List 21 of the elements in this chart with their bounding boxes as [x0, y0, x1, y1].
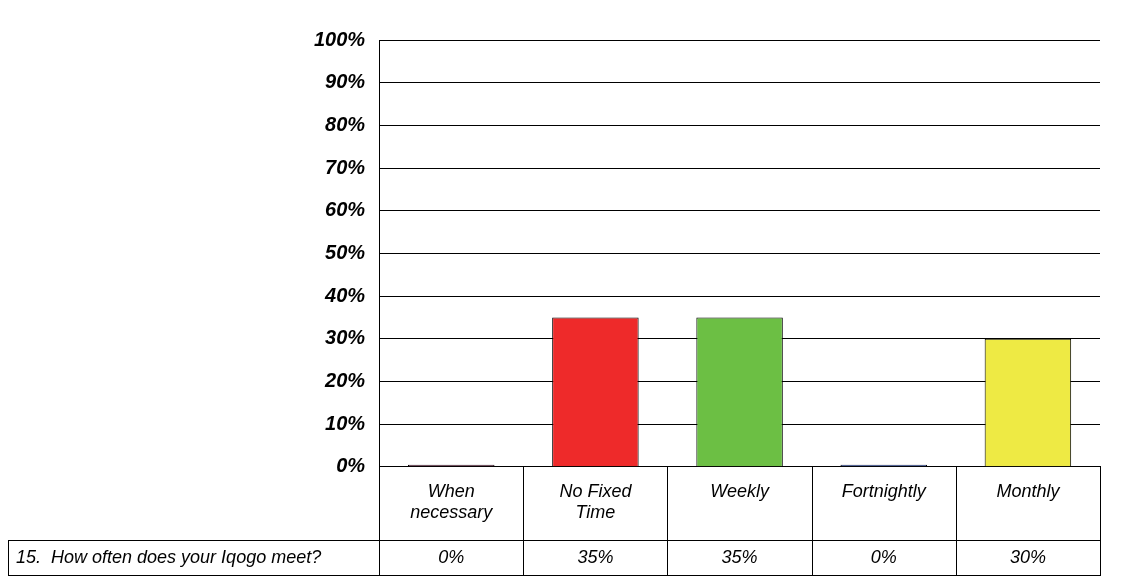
y-tick-label: 100% [314, 27, 366, 50]
text: 0% [870, 547, 897, 567]
y-tick-label: 0% [336, 454, 366, 477]
text: 30% [1009, 547, 1046, 567]
x-tick-label: When necessary [410, 480, 494, 523]
x-tick-label: No Fixed Time [559, 480, 633, 523]
y-tick-label: 90% [325, 70, 366, 93]
y-tick-label: 20% [324, 368, 366, 391]
text: 0% [438, 547, 465, 567]
x-tick-label: Weekly [710, 480, 770, 501]
y-tick-label: 50% [325, 240, 366, 263]
y-tick-label: 30% [325, 326, 366, 349]
y-tick-label: 60% [325, 198, 366, 221]
y-tick-label: 70% [325, 155, 366, 178]
y-tick-label: 10% [325, 411, 366, 434]
text: 35% [577, 547, 614, 567]
x-tick-label: Monthly [996, 480, 1061, 501]
y-tick-label: 40% [324, 283, 366, 306]
text: 35% [721, 547, 758, 567]
y-tick-label: 80% [325, 112, 366, 135]
x-tick-label: Fortnightly [841, 480, 927, 501]
